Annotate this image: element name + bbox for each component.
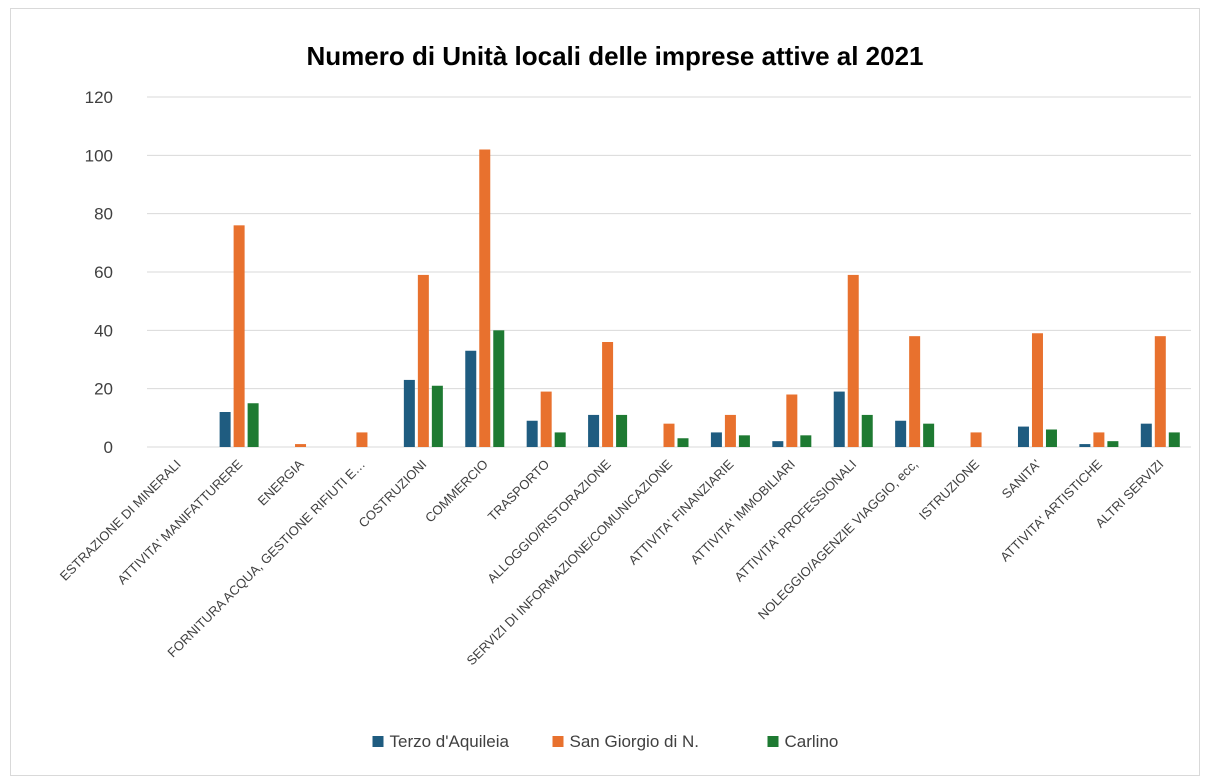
x-tick-label: SANITA' xyxy=(999,457,1044,502)
bar xyxy=(616,414,628,447)
bar xyxy=(1168,432,1180,447)
chart-svg: Numero di Unità locali delle imprese att… xyxy=(57,41,1191,751)
bar xyxy=(479,149,491,447)
bar xyxy=(526,420,538,447)
x-tick-label: TRASPORTO xyxy=(485,457,552,524)
bar xyxy=(738,435,750,447)
x-tick-label: COMMERCIO xyxy=(422,457,491,526)
bar xyxy=(247,403,259,447)
bar xyxy=(1079,444,1091,447)
bar xyxy=(710,432,722,447)
bar xyxy=(356,432,368,447)
y-tick-label: 0 xyxy=(104,438,113,457)
x-tick-label: ISTRUZIONE xyxy=(916,456,983,523)
bar xyxy=(1045,429,1057,447)
x-tick-label: ATTIVITA' MANIFATTURERE xyxy=(114,456,245,587)
bar xyxy=(1154,336,1166,447)
bar xyxy=(465,350,477,447)
legend-label: Carlino xyxy=(785,732,839,751)
bar xyxy=(540,391,552,447)
bar xyxy=(554,432,566,447)
bar xyxy=(431,385,443,447)
bar xyxy=(1140,423,1152,447)
x-tick-label: ESTRAZIONE DI MINERALI xyxy=(57,457,184,584)
legend-swatch xyxy=(372,736,384,747)
legend-label: San Giorgio di N. xyxy=(570,732,699,751)
bar xyxy=(493,330,505,447)
x-tick-label: ENERGIA xyxy=(255,456,307,508)
x-tick-label: ALLOGGIO/RISTORAZIONE xyxy=(484,456,614,586)
y-tick-label: 120 xyxy=(85,88,113,107)
bar xyxy=(786,394,798,447)
bar xyxy=(833,391,845,447)
bar xyxy=(295,444,307,447)
bar xyxy=(663,423,675,447)
bar xyxy=(588,414,600,447)
bar xyxy=(1017,426,1029,447)
legend-label: Terzo d'Aquileia xyxy=(390,732,510,751)
chart-title: Numero di Unità locali delle imprese att… xyxy=(306,41,923,71)
bar xyxy=(1093,432,1105,447)
bar xyxy=(970,432,982,447)
bar xyxy=(800,435,812,447)
bar xyxy=(923,423,935,447)
x-tick-label: ATTIVITA' ARTISTICHE xyxy=(997,456,1105,564)
x-tick-label: ATTIVITA' FINANZIARIE xyxy=(625,456,736,567)
bar xyxy=(677,438,689,447)
y-tick-label: 60 xyxy=(94,263,113,282)
bar xyxy=(909,336,921,447)
bars xyxy=(219,149,1180,447)
bar xyxy=(417,274,429,447)
legend-swatch xyxy=(552,736,564,747)
bar xyxy=(219,412,231,447)
x-tick-label: ATTIVITA' PROFESSIONALI xyxy=(731,457,859,585)
y-tick-label: 20 xyxy=(94,380,113,399)
bar xyxy=(233,225,245,447)
bar xyxy=(1031,333,1043,447)
legend: Terzo d'Aquileia San Giorgio di N. Carlino xyxy=(372,732,839,751)
bar xyxy=(847,274,859,447)
bar xyxy=(403,379,415,447)
bar xyxy=(602,342,614,447)
x-tick-label: SERVIZI DI INFORMAZIONE/COMUNICAZIONE xyxy=(463,456,675,668)
gridlines xyxy=(147,96,1191,448)
y-axis-tick-labels: 0 20 40 60 80 100 120 xyxy=(85,88,113,457)
legend-swatch xyxy=(767,736,779,747)
y-tick-label: 100 xyxy=(85,146,113,165)
bar xyxy=(1107,441,1119,447)
chart-frame: Numero di Unità locali delle imprese att… xyxy=(10,8,1200,776)
x-tick-label: ATTIVITA' IMMOBILIARI xyxy=(687,457,798,568)
bar xyxy=(895,420,907,447)
y-tick-label: 40 xyxy=(94,321,113,340)
y-tick-label: 80 xyxy=(94,205,113,224)
bar xyxy=(861,414,873,447)
bar xyxy=(772,441,784,447)
bar xyxy=(724,414,736,447)
